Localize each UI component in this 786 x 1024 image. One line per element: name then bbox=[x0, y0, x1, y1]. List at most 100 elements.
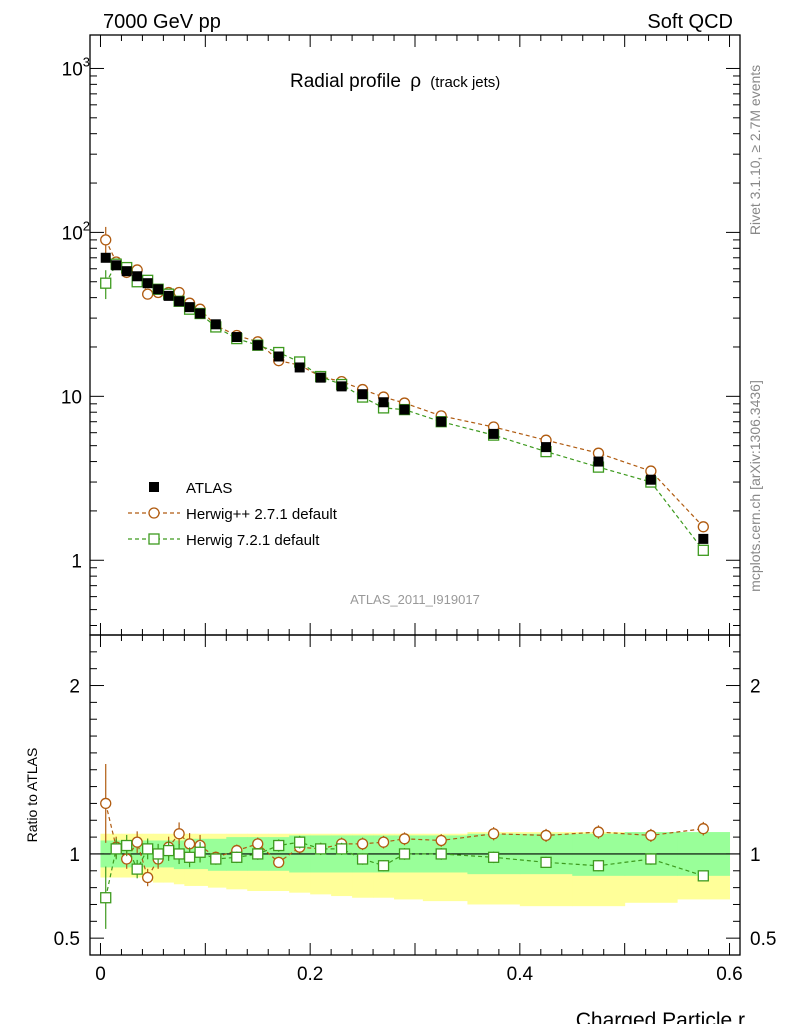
ratio-herwigpp-point bbox=[435, 834, 447, 847]
main-herwigpp-point bbox=[645, 465, 657, 477]
main-atlas-point bbox=[231, 332, 242, 343]
ratio-herwigpp-point bbox=[183, 838, 196, 850]
ratio-herwig7-point bbox=[697, 870, 709, 882]
legend-marker-herwig7 bbox=[148, 533, 160, 545]
y-tick-label-ratio-right: 0.5 bbox=[750, 929, 776, 950]
rivet-credit: Rivet 3.1.10, ≥ 2.7M events bbox=[747, 65, 763, 235]
ratio-herwig7-point bbox=[142, 843, 154, 855]
ratio-herwigpp-point bbox=[100, 797, 112, 810]
ratio-herwigpp-point bbox=[697, 823, 709, 835]
main-atlas-point bbox=[132, 271, 143, 282]
ratio-herwig7-point bbox=[314, 843, 327, 855]
y-tick-label-ratio-left: 2 bbox=[69, 677, 80, 698]
x-axis-label: Charged Particle r bbox=[576, 1009, 745, 1024]
ratio-herwigpp-point bbox=[540, 829, 552, 842]
plot-title: Radial profile ρ (track jets) bbox=[290, 71, 500, 92]
main-atlas-point bbox=[174, 296, 185, 307]
main-atlas-point bbox=[195, 308, 206, 319]
x-tick-label: 0.2 bbox=[297, 964, 323, 985]
main-atlas-point bbox=[645, 474, 656, 485]
ratio-herwigpp-point bbox=[173, 828, 185, 840]
x-tick-label: 0.4 bbox=[507, 964, 534, 985]
ratio-herwig7-point bbox=[645, 853, 657, 865]
ratio-herwig7-point bbox=[152, 848, 164, 860]
x-tick-label: 0 bbox=[95, 964, 106, 985]
ratio-herwigpp-point bbox=[487, 828, 500, 840]
ratio-plot-frame bbox=[89, 634, 741, 956]
plot-title-main: Radial profile bbox=[290, 71, 401, 92]
y-tick-label-main: 10 bbox=[61, 387, 82, 408]
ratio-herwig7-point bbox=[487, 851, 500, 863]
ratio-herwig7-point bbox=[435, 848, 447, 860]
ratio-herwig7-point bbox=[210, 853, 222, 865]
ratio-herwigpp-point bbox=[592, 826, 605, 838]
legend-label-herwig7: Herwig 7.2.1 default bbox=[186, 532, 320, 549]
plot-title-sub: (track jets) bbox=[430, 74, 500, 91]
x-tick-label: 0.6 bbox=[716, 964, 742, 985]
ratio-herwigpp-point bbox=[252, 838, 264, 850]
y-tick-label-ratio-left: 0.5 bbox=[54, 929, 80, 950]
ratio-herwigpp-point bbox=[645, 829, 657, 842]
ratio-herwig7-point bbox=[110, 843, 122, 855]
ratio-herwig7-point bbox=[377, 860, 390, 872]
main-herwigpp-point bbox=[100, 234, 112, 246]
main-atlas-point bbox=[436, 416, 447, 427]
ratio-herwigpp-point bbox=[131, 836, 143, 848]
ratio-series-layer bbox=[100, 764, 709, 929]
main-atlas-point bbox=[399, 404, 410, 415]
main-atlas-point bbox=[100, 252, 111, 263]
ratio-herwig7-point bbox=[356, 853, 369, 865]
ratio-herwig7-point bbox=[183, 851, 196, 863]
legend-marker-herwigpp bbox=[148, 507, 160, 519]
main-herwig7-point bbox=[100, 277, 112, 289]
main-atlas-point bbox=[184, 302, 195, 313]
main-atlas-point bbox=[121, 266, 132, 277]
main-herwig7-point bbox=[697, 544, 709, 556]
analysis-id: ATLAS_2011_I919017 bbox=[350, 592, 480, 607]
legend: ATLAS Herwig++ 2.7.1 default Herwig 7.2.… bbox=[128, 480, 338, 549]
main-atlas-point bbox=[336, 381, 347, 392]
ratio-herwig7-point bbox=[173, 848, 185, 860]
ratio-herwig7-point bbox=[540, 856, 552, 869]
header-process: Soft QCD bbox=[647, 11, 733, 33]
ratio-herwigpp-point bbox=[273, 856, 285, 869]
ratio-herwig7-point bbox=[231, 851, 243, 863]
header-beam-energy: 7000 GeV pp bbox=[103, 11, 221, 33]
main-atlas-point bbox=[210, 319, 221, 330]
ratio-herwigpp-point bbox=[142, 871, 154, 884]
y-tick-label-ratio-left: 1 bbox=[69, 845, 80, 866]
main-herwigpp-point bbox=[142, 288, 154, 300]
y-tick-label-main: 103 bbox=[62, 54, 90, 80]
main-atlas-point bbox=[111, 260, 122, 271]
main-atlas-point bbox=[698, 533, 709, 544]
main-atlas-point bbox=[294, 362, 305, 373]
ratio-herwig7-point bbox=[100, 892, 112, 904]
main-atlas-point bbox=[153, 284, 164, 295]
y-tick-label-main: 102 bbox=[62, 218, 90, 244]
ratio-herwig7-point bbox=[131, 863, 143, 875]
ratio-herwig7-point bbox=[194, 846, 206, 858]
y-tick-label-ratio-right: 1 bbox=[750, 845, 761, 866]
mcplots-credit: mcplots.cern.ch [arXiv:1306.3436] bbox=[747, 380, 763, 592]
main-atlas-point bbox=[273, 351, 284, 362]
y-tick-label-ratio-right: 2 bbox=[750, 677, 761, 698]
ratio-herwig7-point bbox=[335, 843, 348, 855]
main-atlas-point bbox=[488, 428, 499, 439]
legend-marker-atlas bbox=[149, 482, 159, 492]
ratio-herwig7-point bbox=[398, 848, 411, 860]
main-atlas-point bbox=[357, 389, 368, 400]
ratio-herwig7-point bbox=[592, 860, 605, 872]
ratio-herwigpp-point bbox=[398, 833, 411, 845]
legend-label-herwigpp: Herwig++ 2.7.1 default bbox=[186, 506, 338, 523]
ratio-herwigpp-point bbox=[377, 836, 390, 848]
legend-label-atlas: ATLAS bbox=[186, 480, 232, 497]
main-atlas-point bbox=[593, 456, 604, 467]
main-atlas-point bbox=[142, 278, 153, 289]
ratio-herwig7-point bbox=[121, 839, 133, 852]
main-series-layer bbox=[100, 226, 709, 556]
main-atlas-point bbox=[541, 442, 552, 453]
ratio-herwigpp-point bbox=[356, 838, 369, 850]
main-atlas-point bbox=[252, 340, 263, 351]
